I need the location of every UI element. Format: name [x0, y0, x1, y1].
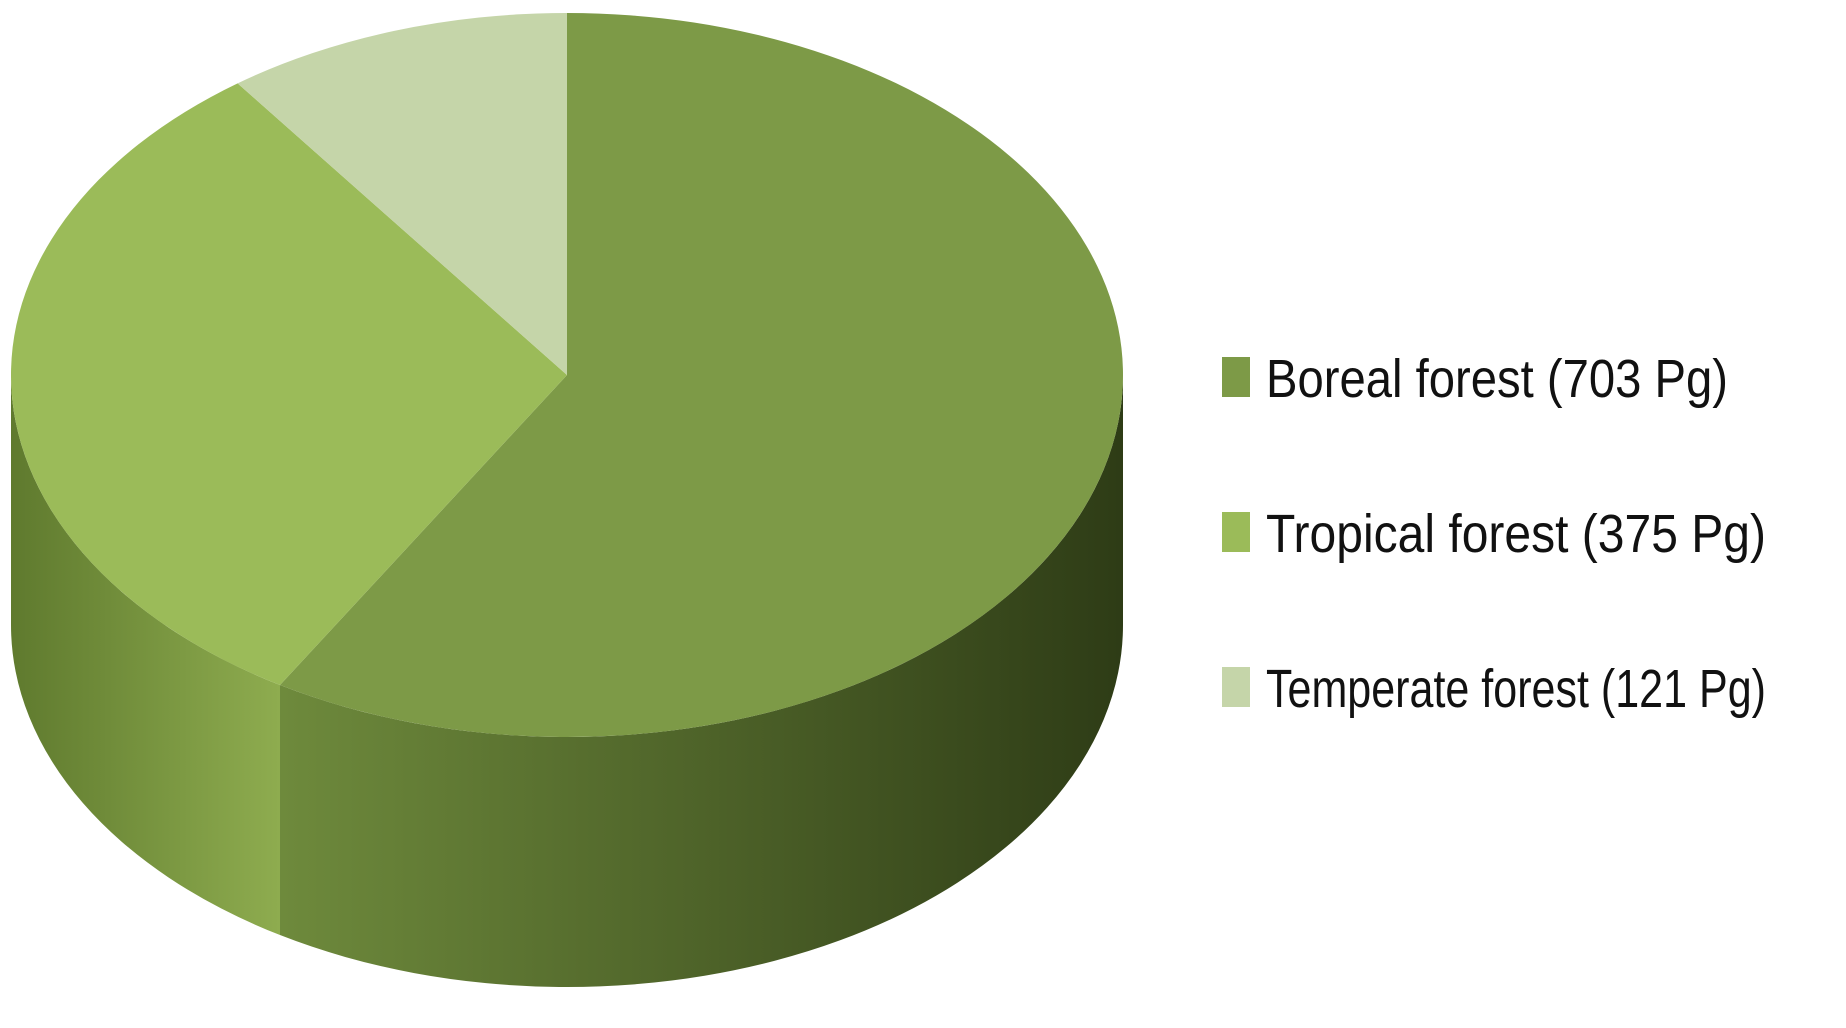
legend: Boreal forest (703 Pg) Tropical forest (3… — [1222, 349, 1766, 719]
legend-item-boreal-forest: Boreal forest (703 Pg) — [1222, 349, 1728, 409]
legend-swatch — [1222, 512, 1250, 552]
legend-label: Temperate forest (121 Pg) — [1266, 659, 1766, 719]
legend-swatch — [1222, 357, 1250, 397]
legend-label: Boreal forest (703 Pg) — [1266, 349, 1728, 409]
slice-boreal-forest — [280, 13, 1123, 737]
slice-side-tropical-forest — [11, 375, 281, 936]
legend-item-tropical-forest: Tropical forest (375 Pg) — [1222, 504, 1766, 564]
legend-label: Tropical forest (375 Pg) — [1266, 504, 1766, 564]
slice-temperate-forest — [237, 12, 567, 375]
pie-group — [10, 12, 1123, 987]
slice-side-boreal-forest — [280, 375, 1123, 987]
legend-swatch — [1222, 667, 1250, 707]
legend-item-temperate-forest: Temperate forest (121 Pg) — [1222, 659, 1766, 719]
slice-tropical-forest — [10, 83, 567, 686]
